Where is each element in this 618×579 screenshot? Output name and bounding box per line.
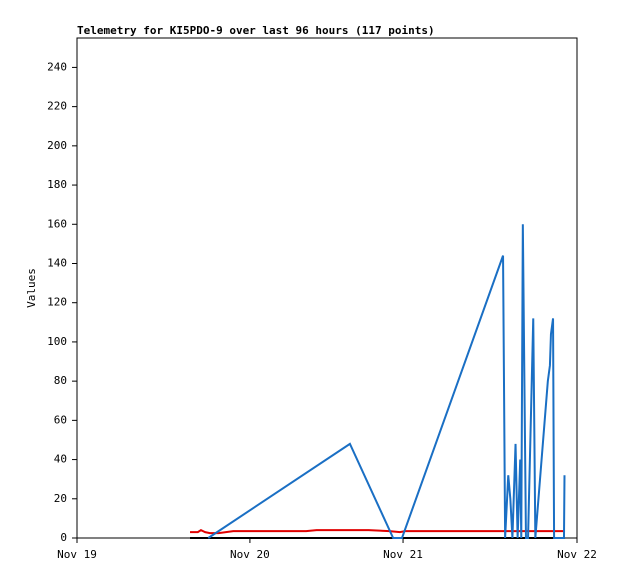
y-tick-label: 80 xyxy=(54,374,67,387)
y-tick-label: 220 xyxy=(47,100,67,113)
plot-frame xyxy=(76,37,578,539)
y-tick-label: 40 xyxy=(54,453,67,466)
y-tick-label: 200 xyxy=(47,139,67,152)
y-tick-label: 20 xyxy=(54,492,67,505)
y-tick-label: 160 xyxy=(47,217,67,230)
series-line xyxy=(190,529,566,535)
x-tick-label: Nov 21 xyxy=(383,548,423,561)
y-tick-label: 100 xyxy=(47,335,67,348)
y-tick-label: 60 xyxy=(54,413,67,426)
y-tick-label: 120 xyxy=(47,296,67,309)
x-tick-label: Nov 20 xyxy=(230,548,270,561)
y-tick-label: 0 xyxy=(60,531,67,544)
x-tick-label: Nov 22 xyxy=(557,548,597,561)
series-line xyxy=(207,224,566,539)
x-tick-label: Nov 19 xyxy=(57,548,97,561)
y-axis-label: Values xyxy=(25,268,38,308)
chart-title: Telemetry for KI5PDO-9 over last 96 hour… xyxy=(77,24,435,37)
y-tick-label: 240 xyxy=(47,60,67,73)
y-tick-label: 140 xyxy=(47,256,67,269)
y-tick-label: 180 xyxy=(47,178,67,191)
